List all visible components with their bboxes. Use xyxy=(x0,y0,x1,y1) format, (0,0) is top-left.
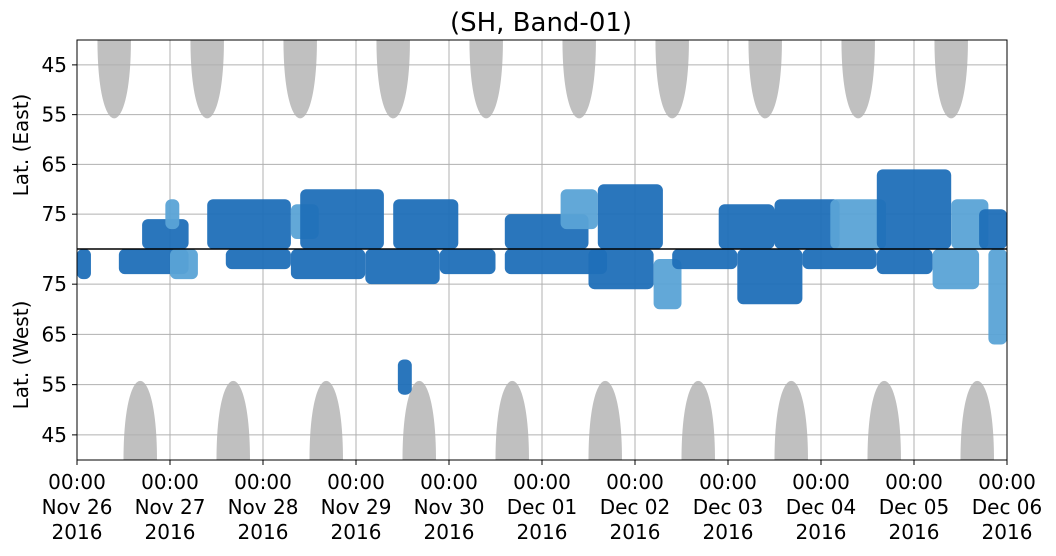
echo-blob-west xyxy=(672,249,738,270)
no-coverage-east xyxy=(283,40,317,119)
echo-layer xyxy=(77,169,1007,395)
y-tick-label-east: 55 xyxy=(42,103,67,127)
echo-blob-east xyxy=(876,169,952,249)
no-coverage-west xyxy=(495,380,529,460)
no-coverage-east xyxy=(469,40,503,119)
x-tick-label: 2016 xyxy=(238,520,289,544)
echo-blob-east xyxy=(718,204,775,249)
y-label-west: Lat. (West) xyxy=(9,301,33,410)
no-coverage-west xyxy=(309,380,343,460)
echo-blob-east xyxy=(207,199,291,249)
no-coverage-east xyxy=(841,40,875,119)
no-coverage-west xyxy=(123,380,157,460)
echo-blob-west xyxy=(932,249,980,290)
no-coverage-west xyxy=(402,380,436,460)
x-tick-label: 2016 xyxy=(517,520,568,544)
echo-blob-east xyxy=(393,199,459,249)
y-tick-label-east: 45 xyxy=(42,53,67,77)
x-tick-label: Dec 05 xyxy=(879,495,950,519)
x-tick-label: 2016 xyxy=(331,520,382,544)
no-coverage-east xyxy=(934,40,968,119)
x-tick-label: 2016 xyxy=(703,520,754,544)
no-coverage-west xyxy=(960,380,994,460)
echo-blob-west xyxy=(77,249,91,280)
echo-blob-east xyxy=(597,184,663,249)
x-tick-label: Dec 03 xyxy=(693,495,764,519)
y-tick-label-west: 55 xyxy=(42,373,67,397)
x-tick-label: Nov 30 xyxy=(414,495,485,519)
no-coverage-east xyxy=(562,40,596,119)
echo-blob-west xyxy=(653,259,682,310)
x-tick-label: Nov 29 xyxy=(321,495,392,519)
echo-blob-east xyxy=(830,199,887,249)
no-coverage-east xyxy=(190,40,224,119)
x-tick-label: 2016 xyxy=(424,520,475,544)
no-coverage-west xyxy=(588,380,622,460)
no-coverage-east xyxy=(376,40,410,119)
echo-blob-west xyxy=(504,249,608,275)
echo-blob-west xyxy=(290,249,366,280)
x-tick-label: Nov 27 xyxy=(135,495,206,519)
echo-blob-west xyxy=(988,249,1007,345)
echo-blob-west xyxy=(397,359,412,395)
x-tick-label: 00:00 xyxy=(48,470,106,494)
x-tick-label: 00:00 xyxy=(606,470,664,494)
no-coverage-west xyxy=(774,380,808,460)
x-tick-label: Dec 04 xyxy=(786,495,857,519)
echo-blob-east xyxy=(560,189,598,230)
no-coverage-west xyxy=(867,380,901,460)
x-tick-label: 00:00 xyxy=(885,470,943,494)
x-tick-label: 2016 xyxy=(982,520,1033,544)
x-tick-label: 2016 xyxy=(610,520,661,544)
echo-blob-west xyxy=(876,249,933,275)
x-tick-label: 00:00 xyxy=(978,470,1036,494)
x-tick-label: 2016 xyxy=(889,520,940,544)
echo-blob-west xyxy=(588,249,654,290)
x-tick-label: Dec 06 xyxy=(972,495,1043,519)
x-tick-label: 00:00 xyxy=(141,470,199,494)
x-tick-label: Nov 28 xyxy=(228,495,299,519)
y-tick-label-east: 65 xyxy=(42,152,67,176)
y-tick-label-west: 65 xyxy=(42,322,67,346)
echo-blob-east xyxy=(165,199,180,230)
x-tick-label: 00:00 xyxy=(420,470,478,494)
x-tick-label: Dec 02 xyxy=(600,495,671,519)
x-tick-label: Dec 01 xyxy=(507,495,578,519)
x-tick-label: 00:00 xyxy=(234,470,292,494)
plot-area xyxy=(77,40,1007,460)
y-tick-label-west: 45 xyxy=(42,423,67,447)
echo-blob-west xyxy=(737,249,803,305)
x-tick-label: 2016 xyxy=(52,520,103,544)
x-tick-label: 00:00 xyxy=(792,470,850,494)
echo-blob-east xyxy=(774,199,840,249)
no-coverage-east xyxy=(748,40,782,119)
y-tick-label-west: 75 xyxy=(42,272,67,296)
x-tick-label: 00:00 xyxy=(327,470,385,494)
no-coverage-west xyxy=(681,380,715,460)
x-tick-label: 2016 xyxy=(145,520,196,544)
x-tick-label: Nov 26 xyxy=(42,495,113,519)
x-tick-label: 00:00 xyxy=(699,470,757,494)
y-tick-label-east: 75 xyxy=(42,202,67,226)
echo-blob-west xyxy=(802,249,877,270)
echo-blob-west xyxy=(439,249,496,275)
no-coverage-east xyxy=(655,40,689,119)
no-coverage-layer xyxy=(97,40,994,460)
echo-blob-east xyxy=(979,209,1007,249)
y-ticks: 45 55 65 75 75 65 55 45 xyxy=(42,53,77,447)
echo-blob-west xyxy=(365,249,440,285)
echo-blob-west xyxy=(225,249,291,270)
x-tick-label: 00:00 xyxy=(513,470,571,494)
no-coverage-west xyxy=(216,380,250,460)
echo-blob-west xyxy=(170,249,198,280)
chart-title: (SH, Band-01) xyxy=(450,8,632,38)
no-coverage-east xyxy=(97,40,131,119)
echo-blob-east xyxy=(300,189,384,249)
echo-blob-east xyxy=(142,219,189,249)
x-tick-label: 2016 xyxy=(796,520,847,544)
y-label-east: Lat. (East) xyxy=(9,94,33,197)
